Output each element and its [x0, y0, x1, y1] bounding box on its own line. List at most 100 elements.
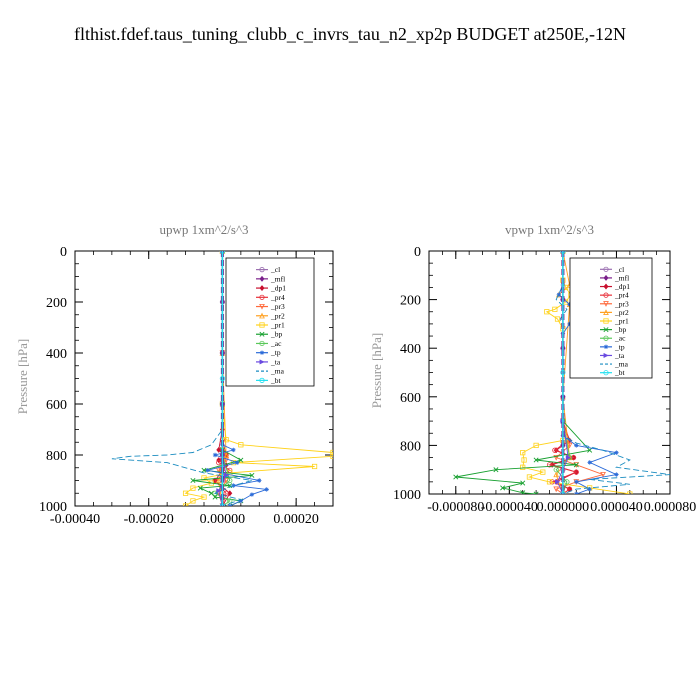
chart2-ytick-label: 400	[400, 342, 421, 357]
chart2-point-pr1	[552, 306, 558, 312]
chart1-point-tp	[227, 503, 232, 506]
chart1-point-bp	[190, 477, 196, 484]
chart1-point-pr1	[182, 503, 189, 506]
chart2-legend-label: _bp	[614, 325, 627, 334]
chart2-legend-label: _ac	[614, 334, 626, 343]
chart1-point-bp	[201, 467, 207, 473]
chart1-ytick-label: 0	[60, 245, 67, 260]
chart2-legend-label: _tp	[614, 342, 625, 351]
chart2-point-pr3	[600, 471, 606, 478]
chart2-legend-marker-ac	[603, 335, 609, 341]
chart2-legend-marker-pr2	[603, 309, 609, 315]
chart2-legend-marker-dp1	[603, 283, 609, 290]
chart1-legend-marker-cl	[259, 267, 265, 273]
chart2-point-pr1	[627, 491, 633, 494]
chart1-ytick-label: 1000	[39, 500, 67, 515]
chart2-legend-marker-bp	[603, 327, 609, 333]
chart1-legend-marker-bt	[259, 377, 265, 383]
chart2-point-pr1	[554, 316, 561, 322]
chart2-point-pr1	[544, 309, 550, 315]
chart1-point-pr1	[182, 490, 189, 496]
chart1-point-bp	[208, 490, 214, 496]
chart2-ytick-label: 600	[400, 391, 421, 406]
chart2-legend-label: _pr1	[614, 317, 629, 326]
chart2-legend-label: _ma	[614, 360, 629, 369]
chart1-point-pr1	[223, 437, 229, 443]
chart1-point-pr1	[190, 498, 196, 504]
chart1-legend-label: _pr1	[270, 321, 285, 330]
chart2-legend-label: _pr4	[614, 291, 629, 300]
chart2-point-pr4	[546, 462, 553, 468]
chart1-point-tp	[257, 478, 262, 483]
chart1-point-ac	[227, 477, 233, 484]
chart2-series-ma	[555, 251, 670, 494]
chart1-point-tp	[205, 468, 210, 473]
chart2-legend-marker-pr3	[603, 301, 609, 307]
chart2-point-ac	[564, 479, 570, 485]
chart2-point-tp	[567, 302, 572, 307]
chart2-point-bp	[533, 491, 539, 494]
chart2-point-pr4	[573, 469, 579, 475]
vpwp-plot: vpwp 1xm^2/s^3 Pressure [hPa] 0 200 400 600 80…	[369, 222, 696, 515]
chart1-legend-label: _ta	[270, 357, 281, 366]
chart2-point-bp	[493, 467, 499, 473]
chart2-legend-marker-tp	[603, 344, 609, 350]
chart1-series-pr1	[184, 251, 333, 506]
chart2-legend-marker-mfl	[603, 274, 609, 282]
chart2-point-tp	[567, 321, 572, 327]
chart1-ytick-label: 400	[46, 347, 67, 362]
chart2-ylabel: Pressure [hPa]	[369, 333, 384, 408]
chart2-point-pr3	[553, 454, 560, 461]
chart2-xtick-label: 0.000000	[537, 500, 590, 515]
chart2-point-pr1	[533, 442, 539, 449]
chart1-point-ta	[216, 488, 222, 494]
chart1-legend-label: _pr4	[270, 293, 285, 302]
chart1-legend-label: _cl	[270, 265, 280, 274]
chart1-legend-label: _mfl	[270, 274, 285, 283]
chart1-legend-label: _pr3	[270, 302, 285, 311]
chart1-point-ac	[212, 490, 218, 496]
chart1-point-pr1	[330, 453, 333, 459]
chart1-point-tp	[234, 460, 240, 465]
chart2-point-ta	[565, 454, 572, 461]
chart1-point-pr1	[201, 494, 207, 500]
chart2-point-bp	[587, 447, 593, 453]
chart2-point-tp	[574, 443, 579, 448]
chart2-series-group	[453, 251, 670, 494]
chart1-point-bp	[238, 457, 244, 463]
chart2-point-pr1	[540, 469, 546, 475]
chart1-point-dp1	[216, 446, 222, 453]
chart1-point-bp	[249, 472, 255, 478]
chart1-ytick-label: 600	[46, 398, 67, 413]
chart2-point-tp	[587, 486, 592, 492]
chart1-point-pr1	[190, 485, 196, 491]
chart1-xtick-label: 0.00020	[273, 512, 319, 527]
chart1-series-group	[111, 251, 333, 506]
chart2-legend-marker-ta	[603, 352, 609, 359]
chart2-point-tp	[614, 450, 619, 455]
chart2-ytick-label: 0	[414, 245, 421, 260]
chart2-legend-marker-bt	[603, 370, 609, 376]
chart2-xtick-label: -0.000040	[481, 500, 538, 515]
chart1-title: upwp 1xm^2/s^3	[159, 222, 248, 237]
chart1-point-bp	[227, 483, 233, 489]
chart1-point-pr4	[223, 490, 229, 496]
chart2-point-bt	[560, 251, 566, 254]
chart1-point-pr1	[238, 442, 244, 448]
chart2-point-pr2	[553, 471, 560, 478]
chart2-point-pr1	[520, 450, 526, 456]
chart2-point-bp	[500, 485, 506, 491]
chart2-point-ac	[553, 467, 559, 473]
chart2-ytick-label: 1000	[393, 488, 421, 503]
chart2-point-pr1	[546, 479, 553, 485]
chart2-xtick-label: 0.000080	[644, 500, 697, 515]
chart2-point-ta	[555, 479, 561, 485]
chart1-legend-marker-ac	[259, 340, 265, 347]
chart2-point-tp	[614, 472, 619, 477]
chart1-legend-marker-pr2	[259, 312, 265, 319]
chart1-point-tp	[249, 492, 255, 497]
chart1-legend-marker-ta	[259, 359, 265, 365]
chart1-xtick-label: -0.00040	[50, 512, 100, 527]
chart2-legend	[569, 257, 653, 379]
